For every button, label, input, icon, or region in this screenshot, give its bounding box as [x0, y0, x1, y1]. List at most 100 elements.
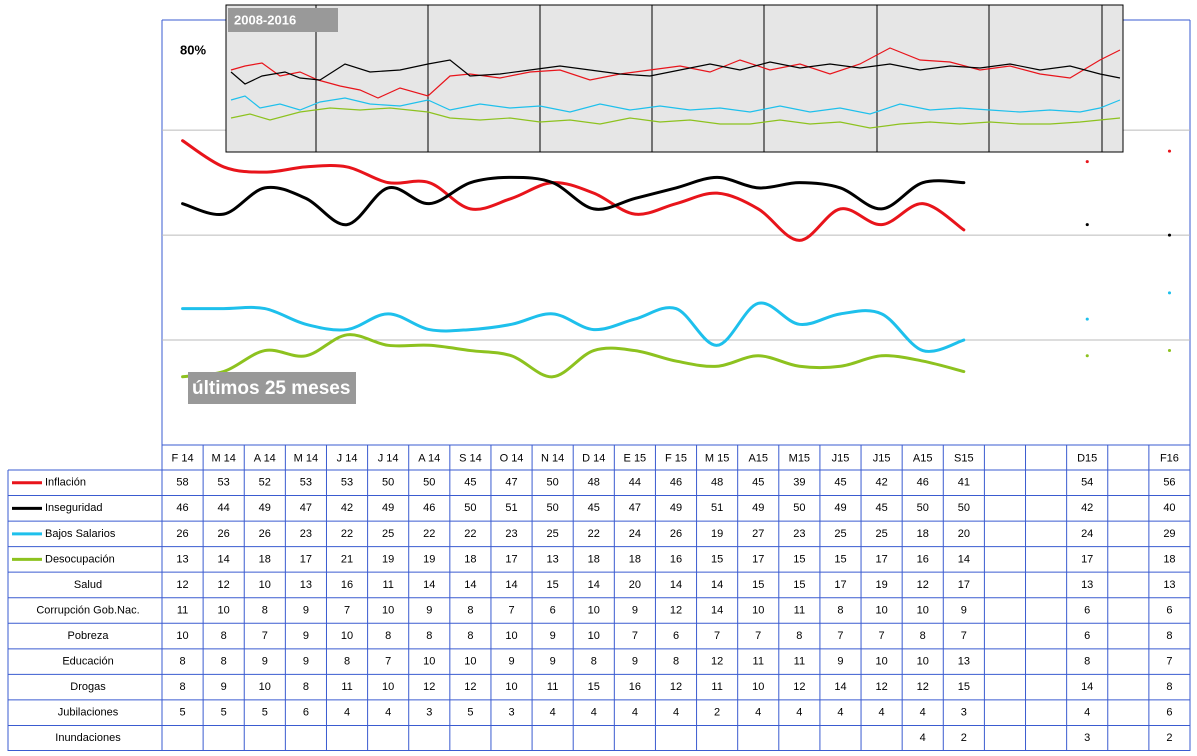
table-cell: 12: [176, 579, 188, 591]
table-cell: 5: [221, 707, 227, 719]
table-cell: 8: [591, 655, 597, 667]
table-cell: 15: [834, 553, 846, 565]
table-cell: 18: [917, 528, 929, 540]
inset-box: [225, 4, 1124, 153]
table-cell: 5: [262, 707, 268, 719]
table-cell: 7: [755, 630, 761, 642]
table-cell: 51: [505, 502, 517, 514]
column-header: O 14: [500, 452, 524, 464]
table-cell: 46: [917, 477, 929, 489]
table-cell: 10: [505, 681, 517, 693]
table-cell: 4: [550, 707, 556, 719]
table-cell: 5: [467, 707, 473, 719]
table-cell: 46: [176, 502, 188, 514]
table-cell: 14: [711, 604, 723, 616]
column-header: D 14: [582, 452, 605, 464]
table-cell: 7: [1166, 655, 1172, 667]
table-cell: 17: [752, 553, 764, 565]
table-cell: 9: [550, 630, 556, 642]
table-cell: 10: [464, 655, 476, 667]
table-cell: 7: [508, 604, 514, 616]
table-cell: 50: [793, 502, 805, 514]
table-cell: 15: [793, 579, 805, 591]
table-cell: 8: [303, 681, 309, 693]
table-cell: 47: [629, 502, 641, 514]
table-cell: 6: [1166, 604, 1172, 616]
table-cell: 10: [917, 604, 929, 616]
table-cell: 8: [221, 630, 227, 642]
table-cell: 4: [673, 707, 679, 719]
column-header: M 14: [211, 452, 235, 464]
table-cell: 8: [1084, 655, 1090, 667]
table-cell: 9: [303, 604, 309, 616]
table-cell: 42: [341, 502, 353, 514]
table-cell: 25: [547, 528, 559, 540]
table-cell: 8: [796, 630, 802, 642]
table-cell: 13: [176, 553, 188, 565]
table-cell: 6: [673, 630, 679, 642]
column-header: A 14: [418, 452, 440, 464]
row-label: Drogas: [70, 681, 106, 693]
table-cell: 7: [714, 630, 720, 642]
series-line: [181, 175, 966, 227]
table-cell: 11: [794, 604, 805, 616]
table-cell: 10: [505, 630, 517, 642]
column-header: A15: [913, 452, 933, 464]
table-cell: 11: [382, 579, 393, 591]
table-cell: 8: [1166, 630, 1172, 642]
table-cell: 44: [218, 502, 230, 514]
table-cell: 13: [958, 655, 970, 667]
table-cell: 2: [961, 732, 967, 744]
table-cell: 4: [920, 732, 926, 744]
table-cell: 26: [218, 528, 230, 540]
table-cell: 6: [303, 707, 309, 719]
table-cell: 50: [464, 502, 476, 514]
table-cell: 50: [547, 502, 559, 514]
table-cell: 8: [673, 655, 679, 667]
series-line: [181, 301, 966, 353]
table-cell: 7: [879, 630, 885, 642]
table-cell: 22: [464, 528, 476, 540]
inset-label-bg: [228, 8, 338, 32]
row-label: Jubilaciones: [58, 707, 119, 719]
table-cell: 17: [300, 553, 312, 565]
column-header: S 14: [459, 452, 482, 464]
table-cell: 8: [385, 630, 391, 642]
table-cell: 7: [632, 630, 638, 642]
table-cell: 12: [917, 681, 929, 693]
table-cell: 47: [300, 502, 312, 514]
table-cell: 15: [547, 579, 559, 591]
lines: [181, 139, 1172, 379]
table-cell: 10: [382, 681, 394, 693]
table-cell: 9: [632, 655, 638, 667]
table-cell: 8: [179, 681, 185, 693]
table-cell: 46: [423, 502, 435, 514]
table-cell: 8: [344, 655, 350, 667]
table-cell: 14: [588, 579, 600, 591]
table-cell: 14: [505, 579, 517, 591]
table-cell: 8: [262, 604, 268, 616]
table-cell: 18: [1163, 553, 1175, 565]
table-cell: 42: [875, 477, 887, 489]
table-cell: 54: [1081, 477, 1093, 489]
table-cell: 56: [1163, 477, 1175, 489]
table-cell: 9: [221, 681, 227, 693]
table-cell: 49: [670, 502, 682, 514]
table-cell: 42: [1081, 502, 1093, 514]
table-cell: 4: [1084, 707, 1090, 719]
table-cell: 13: [1081, 579, 1093, 591]
table-cell: 26: [176, 528, 188, 540]
table-cell: 53: [300, 477, 312, 489]
table-cell: 17: [1081, 553, 1093, 565]
table-cell: 48: [711, 477, 723, 489]
table-cell: 16: [670, 553, 682, 565]
table-cell: 49: [259, 502, 271, 514]
table-cell: 9: [550, 655, 556, 667]
table-cell: 10: [875, 604, 887, 616]
table-cell: 14: [1081, 681, 1093, 693]
column-header: J15: [832, 452, 850, 464]
table-cell: 8: [837, 604, 843, 616]
data-table: F 14 M 14 A 14 M 14 J 14 J 14 A 14 S 14 O 14 N 14…: [7, 444, 1191, 751]
table-cell: 16: [629, 681, 641, 693]
table-cell: 8: [467, 630, 473, 642]
